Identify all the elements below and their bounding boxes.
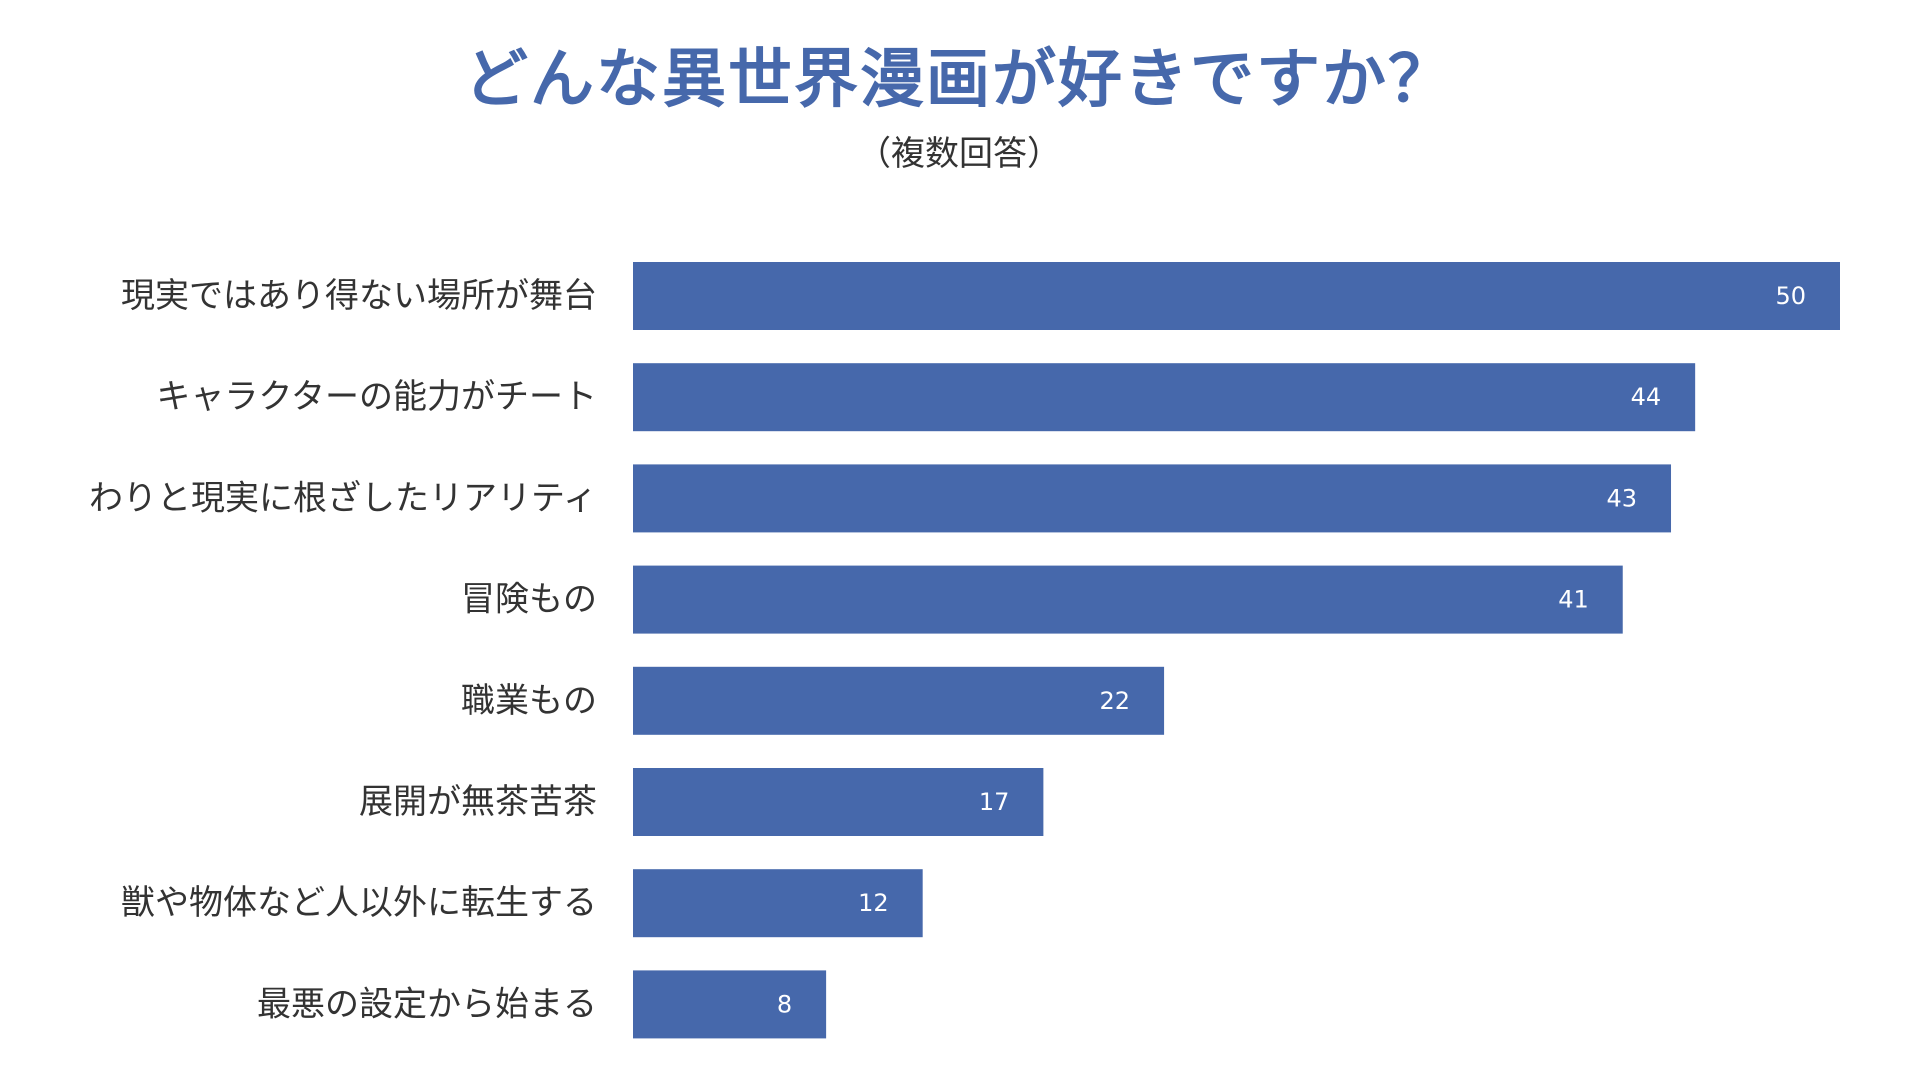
value-label: 43 (1606, 484, 1637, 512)
bar (633, 970, 827, 1039)
category-label: 展開が無茶苦茶 (359, 782, 597, 822)
chart-title: どんな異世界漫画が好きですか？ (464, 43, 1454, 117)
category-label: 最悪の設定から始まる (257, 984, 597, 1024)
value-label: 17 (979, 788, 1010, 816)
category-label: キャラクターの能力がチート (156, 377, 597, 417)
bar (633, 768, 1044, 836)
value-label: 50 (1775, 282, 1806, 310)
bar (633, 464, 1672, 533)
category-label: 冒険もの (461, 580, 597, 620)
bar (633, 262, 1840, 330)
chart-subtitle: （複数回答） (857, 134, 1061, 174)
value-label: 44 (1631, 383, 1662, 411)
value-label: 12 (858, 889, 889, 917)
value-label: 8 (777, 990, 792, 1018)
category-label: わりと現実に根ざしたリアリティ (89, 478, 597, 518)
bar (633, 666, 1165, 735)
category-label: 職業もの (461, 681, 597, 721)
value-label: 22 (1100, 687, 1131, 715)
category-label: 現実ではあり得ない場所が舞台 (121, 276, 597, 316)
value-label: 41 (1558, 586, 1589, 614)
bar (633, 565, 1623, 634)
category-label: 獣や物体など人以外に転生する (121, 883, 597, 923)
bar (633, 869, 923, 938)
bar (633, 363, 1696, 432)
